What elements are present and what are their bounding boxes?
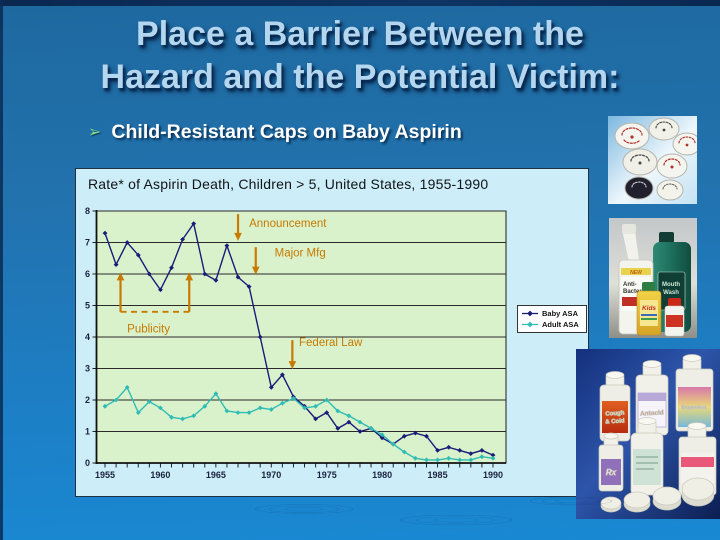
chart-legend: Baby ASA Adult ASA [517, 305, 587, 333]
bullet-arrow-icon: ➢ [88, 123, 102, 141]
legend-item-baby-asa: Baby ASA [521, 309, 584, 318]
svg-text:1970: 1970 [261, 470, 281, 480]
svg-text:Federal Law: Federal Law [299, 337, 363, 349]
cleaner-label-line1: Anti- [623, 282, 637, 288]
adult-asa-swatch-icon [522, 321, 538, 328]
mouthwash-label-line2: Wash [663, 290, 679, 296]
svg-text:3: 3 [85, 364, 90, 374]
aspirin-death-rate-chart: 0 1 2 3 4 5 6 7 8 1955 1960 1965 1970 1975 1980 1985 199… [75, 168, 589, 497]
svg-text:Publicity: Publicity [127, 323, 170, 335]
safety-products-photo: Mouth Wash NEW Anti- Bacterial Kids [609, 218, 697, 338]
svg-text:Announcement: Announcement [249, 218, 327, 230]
slide-title: Place a Barrier Between the Hazard and t… [0, 13, 720, 99]
pill-bottles-photo: Cough & Cold Antacid Ibuprofen Rx [576, 349, 720, 519]
cleaner-new-badge: NEW [630, 270, 643, 276]
caps-photo [608, 116, 697, 204]
svg-text:1980: 1980 [372, 470, 392, 480]
slide-top-edge [0, 0, 720, 6]
legend-item-adult-asa: Adult ASA [521, 320, 584, 329]
svg-text:1990: 1990 [483, 470, 503, 480]
bullet-text: Child-Resistant Caps on Baby Aspirin [111, 121, 462, 143]
cough-cold-label-line2: & Cold [605, 418, 625, 425]
svg-text:1985: 1985 [428, 470, 448, 480]
chart-plot-area: 0 1 2 3 4 5 6 7 8 1955 1960 1965 1970 1975 1980 1985 199… [85, 206, 507, 480]
title-line-2: Hazard and the Potential Victim: [100, 58, 620, 96]
svg-text:Major Mfg: Major Mfg [275, 248, 326, 260]
vitamins-label: Kids [642, 305, 656, 312]
svg-text:1: 1 [85, 427, 90, 437]
water-ripple-decoration [400, 514, 512, 526]
svg-text:5: 5 [85, 301, 90, 311]
svg-text:4: 4 [85, 332, 90, 342]
svg-text:6: 6 [85, 269, 90, 279]
svg-text:7: 7 [85, 238, 90, 248]
legend-label: Adult ASA [542, 320, 579, 329]
rx-label: Rx [606, 468, 617, 477]
svg-text:1955: 1955 [95, 470, 115, 480]
slide-left-edge [0, 0, 3, 540]
cleaner-label-line2: Bacterial [623, 289, 649, 295]
bullet-item: ➢ Child-Resistant Caps on Baby Aspirin [88, 121, 462, 144]
svg-text:1975: 1975 [317, 470, 337, 480]
ibuprofen-label: Ibuprofen [681, 405, 707, 411]
cough-cold-label-line1: Cough [605, 410, 625, 417]
svg-text:1965: 1965 [206, 470, 226, 480]
mouthwash-label-line1: Mouth [662, 282, 680, 288]
legend-label: Baby ASA [542, 309, 578, 318]
svg-text:1960: 1960 [150, 470, 170, 480]
baby-asa-swatch-icon [522, 310, 538, 317]
svg-text:8: 8 [85, 206, 90, 216]
svg-text:0: 0 [85, 458, 90, 468]
water-ripple-decoration [255, 504, 353, 514]
antacid-label: Antacid [640, 409, 664, 417]
svg-text:2: 2 [85, 395, 90, 405]
chart-title: Rate* of Aspirin Death, Children > 5, Un… [88, 176, 489, 192]
water-ripple-decoration [530, 496, 612, 506]
title-line-1: Place a Barrier Between the [136, 15, 584, 53]
